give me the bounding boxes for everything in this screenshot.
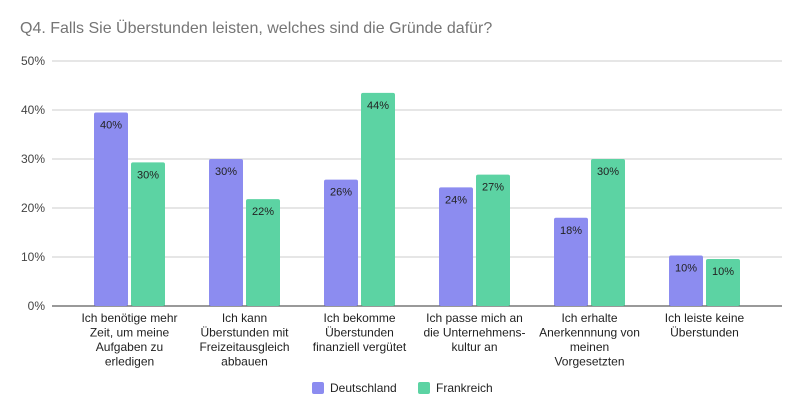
category-labels: Ich benötige mehr Zeit, um meine Aufgaben …: [81, 311, 744, 369]
category-label: Ich kann Überstunden mit Freizeitausgleich…: [199, 311, 289, 369]
grid-lines: [52, 60, 782, 307]
bars: [94, 92, 740, 306]
bar-deutschland-1[interactable]: [209, 159, 243, 306]
bar-deutschland-5[interactable]: [669, 255, 703, 306]
category-label: Ich passe mich an die Unternehmens-kultur…: [423, 311, 525, 354]
chart-title: Q4. Falls Sie Überstunden leisten, welch…: [20, 20, 493, 37]
data-label: 30%: [137, 169, 159, 181]
category-label: Ich benötige mehr Zeit, um meine Aufgaben …: [81, 311, 177, 369]
bar-frankreich-1[interactable]: [246, 199, 280, 306]
data-label: 30%: [215, 166, 237, 178]
bar-deutschland-2[interactable]: [324, 179, 358, 306]
data-label: 40%: [100, 119, 122, 131]
data-label: 26%: [330, 187, 352, 199]
y-tick-label: 0%: [28, 299, 46, 313]
legend: Deutschland Frankreich: [312, 381, 493, 395]
y-tick-label: 20%: [21, 201, 45, 215]
category-label: Ich leiste keine Überstunden: [665, 311, 745, 340]
bar-frankreich-0[interactable]: [131, 162, 165, 306]
data-labels: 40% 30% 26% 24% 18% 10% 30% 22% 44% 27% 30% 10%: [100, 100, 734, 278]
data-label: 22%: [252, 206, 274, 218]
bar-frankreich-4[interactable]: [591, 159, 625, 306]
y-tick-label: 10%: [21, 250, 45, 264]
data-label: 10%: [712, 266, 734, 278]
y-tick-label: 30%: [21, 152, 45, 166]
bar-frankreich-2[interactable]: [361, 92, 395, 306]
data-label: 10%: [675, 263, 697, 275]
legend-swatch: [312, 382, 324, 394]
data-label: 18%: [560, 225, 582, 237]
legend-label: Deutschland: [330, 381, 397, 395]
bar-frankreich-3[interactable]: [476, 174, 510, 306]
bar-frankreich-5[interactable]: [706, 258, 740, 306]
y-tick-label: 50%: [21, 54, 45, 68]
data-label: 27%: [482, 182, 504, 194]
bar-deutschland-3[interactable]: [439, 187, 473, 306]
y-axis-ticks: 0% 10% 20% 30% 40% 50%: [21, 54, 45, 313]
data-label: 24%: [445, 194, 467, 206]
y-tick-label: 40%: [21, 103, 45, 117]
legend-swatch: [418, 382, 430, 394]
category-label: Ich bekomme Überstunden finanziell vergüte…: [313, 311, 407, 354]
data-label: 30%: [597, 166, 619, 178]
legend-label: Frankreich: [436, 381, 493, 395]
category-label: Ich erhalte Anerkennnung von meinen Vorgese…: [539, 311, 640, 369]
bar-deutschland-0[interactable]: [94, 112, 128, 306]
data-label: 44%: [367, 100, 389, 112]
bar-deutschland-4[interactable]: [554, 217, 588, 306]
